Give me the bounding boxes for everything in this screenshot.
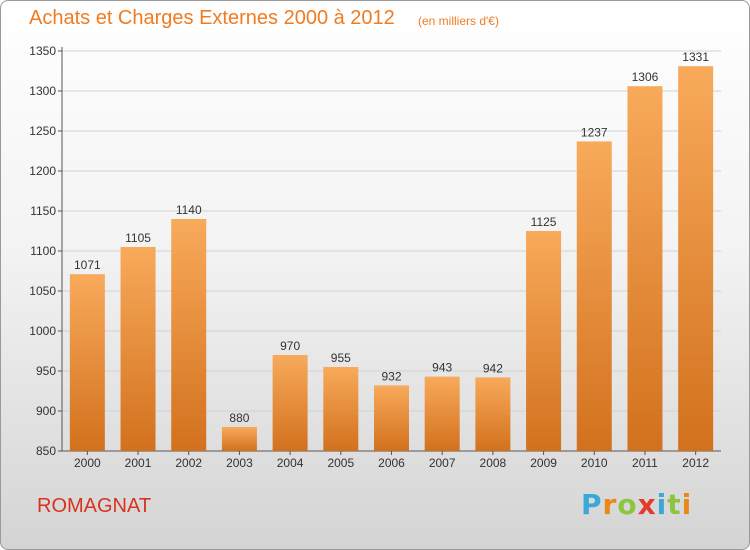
x-tick-label: 2001 <box>125 456 152 470</box>
y-tick-label: 1250 <box>29 124 56 138</box>
y-tick-label: 900 <box>36 404 56 418</box>
y-tick-label: 1050 <box>29 284 56 298</box>
x-tick-label: 2011 <box>632 456 658 470</box>
x-tick-label: 2012 <box>682 456 709 470</box>
bar-2007[interactable] <box>424 376 460 451</box>
data-label: 1140 <box>176 203 202 217</box>
x-tick-label: 2006 <box>378 456 405 470</box>
y-tick-label: 1300 <box>29 84 56 98</box>
y-tick-label: 1000 <box>29 324 56 338</box>
bar-2001[interactable] <box>120 247 156 451</box>
bar-2005[interactable] <box>323 367 359 451</box>
x-tick-label: 2004 <box>277 456 304 470</box>
bar-2004[interactable] <box>272 355 308 451</box>
data-label: 1237 <box>581 125 608 139</box>
brand-letter: P <box>581 488 603 521</box>
data-label: 880 <box>229 411 249 425</box>
brand-letter: r <box>602 488 618 521</box>
y-axis-ticks: 850 900 950 1000 1050 1100 1150 1200 1250 1300 135… <box>29 44 56 458</box>
bar-2002[interactable] <box>171 219 207 451</box>
y-tick-label: 1100 <box>30 244 56 258</box>
bar-2009[interactable] <box>526 231 562 451</box>
y-tick-label: 1150 <box>30 204 56 218</box>
x-tick-label: 2010 <box>581 456 608 470</box>
x-tick-label: 2000 <box>74 456 101 470</box>
y-tick-label: 950 <box>36 364 56 378</box>
brand-letter: t <box>667 488 682 521</box>
y-tick-label: 1200 <box>29 164 56 178</box>
bar-2012[interactable] <box>678 66 714 451</box>
x-axis-ticks: 2000 2001 2002 2003 2004 2005 2006 2007 2008 2009… <box>74 456 709 470</box>
y-tick-label: 850 <box>36 444 56 458</box>
x-tick-label: 2002 <box>175 456 202 470</box>
x-tick-label: 2007 <box>429 456 456 470</box>
data-label: 932 <box>381 369 401 383</box>
bar-2008[interactable] <box>475 377 511 451</box>
bar-2010[interactable] <box>576 141 612 451</box>
data-label: 1331 <box>682 50 709 64</box>
chart-unit: (en milliers d'€) <box>418 14 499 28</box>
proxiti-logo[interactable]: Proxiti <box>581 488 692 521</box>
bar-2003[interactable] <box>221 427 257 451</box>
brand-letter: x <box>637 488 657 521</box>
bar-2006[interactable] <box>374 385 409 451</box>
data-label: 1125 <box>531 215 557 229</box>
y-tick-label: 1350 <box>29 44 56 58</box>
bar-2011[interactable] <box>627 86 663 451</box>
x-tick-label: 2009 <box>530 456 557 470</box>
brand-letter: i <box>656 488 668 521</box>
data-label: 942 <box>483 361 503 375</box>
data-label: 943 <box>432 361 452 375</box>
data-label: 955 <box>331 351 351 365</box>
x-tick-label: 2005 <box>327 456 354 470</box>
x-tick-label: 2003 <box>226 456 253 470</box>
bar-2000[interactable] <box>69 274 105 451</box>
brand-letter: o <box>617 488 638 521</box>
data-label: 1071 <box>74 258 101 272</box>
commune-name: ROMAGNAT <box>37 495 152 517</box>
data-labels: 1071 1105 1140 880 970 955 932 943 942 1125 1237 13… <box>74 50 709 425</box>
data-label: 970 <box>280 339 300 353</box>
chart-title: Achats et Charges Externes 2000 à 2012 <box>29 7 395 29</box>
brand-letter: i <box>681 488 693 521</box>
bars <box>69 66 714 451</box>
data-label: 1306 <box>632 70 659 84</box>
x-tick-label: 2008 <box>480 456 507 470</box>
data-label: 1105 <box>125 231 151 245</box>
